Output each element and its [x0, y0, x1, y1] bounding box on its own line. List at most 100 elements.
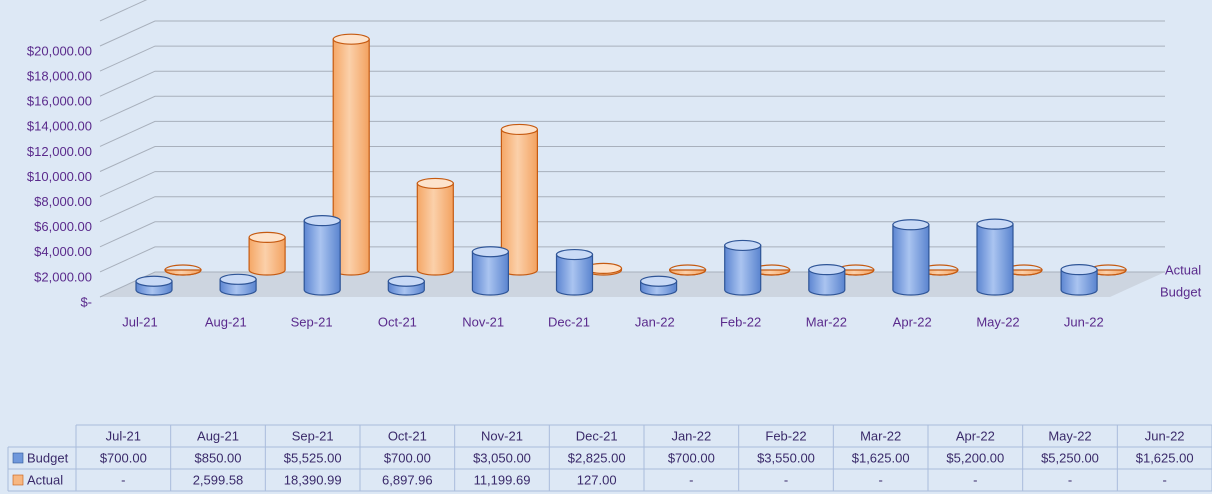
cylinder-top	[668, 264, 707, 276]
y-tick-label: $4,000.00	[34, 244, 92, 259]
table-header: Aug-21	[197, 428, 239, 443]
table-cell: $5,200.00	[946, 450, 1004, 465]
y-tick-label: $10,000.00	[27, 169, 92, 184]
legend-label: Budget	[27, 450, 69, 465]
series-axis-label: Budget	[1160, 284, 1202, 299]
x-tick-label: Oct-21	[378, 314, 417, 329]
legend-label: Actual	[27, 472, 63, 487]
y-tick-label: $6,000.00	[34, 219, 92, 234]
grid-line	[99, 171, 1165, 198]
cylinder	[724, 244, 762, 296]
y-tick-label: $8,000.00	[34, 194, 92, 209]
grid-line	[99, 20, 1165, 47]
table-cell: $3,550.00	[757, 450, 815, 465]
table-cell: $700.00	[668, 450, 715, 465]
cylinder	[555, 253, 594, 296]
x-tick-label: Jan-22	[635, 314, 675, 329]
cylinder	[416, 182, 454, 276]
table-header: Feb-22	[765, 428, 806, 443]
x-tick-label: Dec-21	[548, 314, 590, 329]
x-tick-label: May-22	[976, 314, 1019, 329]
cylinder	[808, 269, 846, 296]
x-tick-label: Nov-21	[462, 314, 504, 329]
grid-line	[99, 0, 148, 22]
table-cell: -	[784, 472, 788, 487]
table-cell: $1,625.00	[852, 450, 910, 465]
legend-key	[12, 452, 24, 464]
table-cell: $850.00	[195, 450, 242, 465]
cylinder-top	[332, 33, 370, 45]
cylinder-top	[808, 264, 846, 276]
y-tick-label: $14,000.00	[27, 119, 92, 134]
cylinder	[976, 223, 1014, 296]
table-cell: $2,825.00	[568, 450, 626, 465]
table-header: Dec-21	[576, 428, 618, 443]
cylinder-top	[164, 264, 202, 276]
table-header: Jan-22	[671, 428, 711, 443]
cylinder-top	[387, 275, 425, 287]
table-cell: 11,199.69	[474, 472, 531, 487]
legend-key	[12, 474, 24, 486]
cylinder-top	[1060, 264, 1098, 276]
cylinder-top	[248, 231, 286, 243]
table-header: May-22	[1048, 428, 1091, 443]
x-tick-label: Apr-22	[893, 314, 932, 329]
cylinder-top	[135, 275, 173, 287]
y-tick-label: $2,000.00	[34, 269, 92, 284]
table-cell: $1,625.00	[1136, 450, 1194, 465]
cylinder	[1060, 269, 1098, 296]
table-header: Jun-22	[1145, 428, 1185, 443]
table-cell: 18,390.99	[284, 472, 342, 487]
y-tick-label: $-	[80, 294, 92, 309]
grid-line	[99, 221, 1165, 248]
table-cell: $700.00	[100, 450, 147, 465]
grid-line	[99, 146, 1165, 172]
table-cell: $3,050.00	[473, 450, 531, 465]
y-tick-label: $16,000.00	[27, 94, 92, 109]
y-tick-label: $12,000.00	[27, 144, 92, 159]
table-header: Mar-22	[860, 428, 901, 443]
table-cell: -	[1162, 472, 1166, 487]
table-cell: -	[878, 472, 882, 487]
table-cell: 127.00	[577, 472, 617, 487]
table-cell: -	[121, 472, 125, 487]
grid-line	[99, 246, 1165, 273]
table-cell: 6,897.96	[382, 472, 433, 487]
cylinder-top	[639, 275, 678, 287]
table-cell: -	[689, 472, 693, 487]
table-cell: 2,599.58	[193, 472, 244, 487]
grid-line	[99, 95, 1165, 122]
table-cell: -	[1068, 472, 1072, 487]
x-tick-label: Aug-21	[205, 314, 247, 329]
cylinder	[471, 251, 509, 296]
table-header: Nov-21	[481, 428, 523, 443]
cylinder	[248, 236, 286, 276]
table-cell: $5,525.00	[284, 450, 342, 465]
table-cell: $700.00	[384, 450, 431, 465]
table-header: Oct-21	[388, 428, 427, 443]
table-cell: $5,250.00	[1041, 450, 1099, 465]
x-tick-label: Jul-21	[122, 314, 157, 329]
cylinder-top	[724, 239, 762, 252]
table-header: Jul-21	[106, 428, 141, 443]
cylinder-top	[303, 215, 341, 227]
series-axis-label: Actual	[1165, 262, 1201, 277]
x-tick-label: Jun-22	[1064, 314, 1104, 329]
cylinder-top	[500, 123, 539, 136]
table-header: Sep-21	[292, 428, 334, 443]
y-tick-label: $18,000.00	[27, 69, 92, 84]
cylinder-top	[219, 273, 257, 285]
cylinder-top	[416, 177, 454, 190]
table-cell: -	[973, 472, 977, 487]
grid-line	[99, 196, 1165, 223]
grid-line	[99, 45, 1165, 72]
cylinder-top	[892, 219, 930, 231]
grid-line	[99, 120, 1165, 147]
grid-line	[99, 70, 1165, 97]
y-tick-label: $20,000.00	[27, 43, 92, 58]
x-tick-label: Feb-22	[720, 314, 761, 329]
table-header: Apr-22	[956, 428, 995, 443]
cylinder-top	[555, 248, 594, 261]
cylinder	[892, 224, 930, 296]
